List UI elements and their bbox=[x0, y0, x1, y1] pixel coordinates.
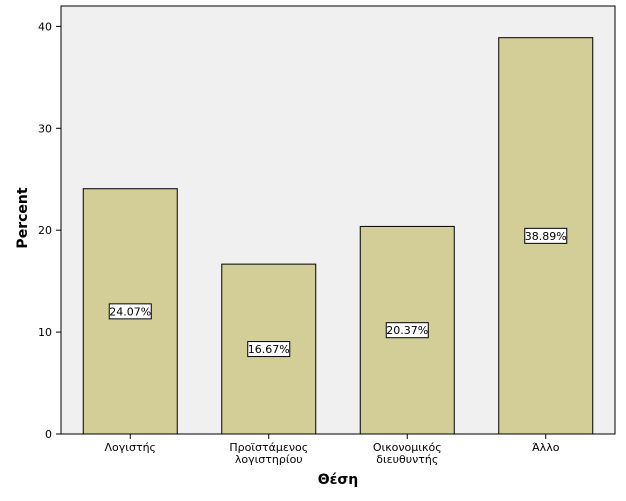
x-axis-title: Θέση bbox=[318, 472, 359, 488]
y-tick-label: 20 bbox=[38, 224, 52, 237]
bars: 24.07% 16.67% 20.37% 38.89% bbox=[82, 37, 594, 435]
data-label-box bbox=[247, 341, 291, 358]
y-tick-label: 30 bbox=[38, 122, 52, 135]
x-tick-label: Άλλο bbox=[532, 441, 560, 454]
x-axis: Λογιστής Προϊστάμενος λογιστηρίου Οικονομικ… bbox=[104, 434, 560, 466]
x-tick-label-line: διευθυντής bbox=[376, 453, 438, 466]
x-tick-label-line: Λογιστής bbox=[104, 441, 156, 454]
x-tick-label-line: Άλλο bbox=[532, 441, 560, 454]
y-tick-label: 40 bbox=[38, 20, 52, 33]
y-axis-title: Percent bbox=[15, 187, 31, 248]
data-label: 38.89% bbox=[525, 230, 567, 243]
x-tick-label: Λογιστής bbox=[104, 441, 156, 454]
x-tick-label-line: Οικονομικός bbox=[373, 441, 442, 454]
x-tick-label-line: λογιστηρίου bbox=[235, 453, 303, 466]
y-tick-label: 0 bbox=[45, 428, 52, 441]
y-axis: 0 10 20 30 40 bbox=[38, 20, 61, 441]
data-label: 24.07% bbox=[109, 305, 151, 318]
x-tick-label: Προϊστάμενος λογιστηρίου bbox=[229, 441, 308, 466]
data-label-box bbox=[108, 303, 152, 320]
data-label-box bbox=[524, 227, 568, 244]
data-label: 20.37% bbox=[386, 324, 428, 337]
x-tick-label: Οικονομικός διευθυντής bbox=[373, 441, 442, 466]
data-label-box bbox=[385, 322, 429, 339]
x-tick-label-line: Προϊστάμενος bbox=[229, 441, 308, 454]
y-tick-label: 10 bbox=[38, 326, 52, 339]
data-label: 16.67% bbox=[248, 343, 290, 356]
